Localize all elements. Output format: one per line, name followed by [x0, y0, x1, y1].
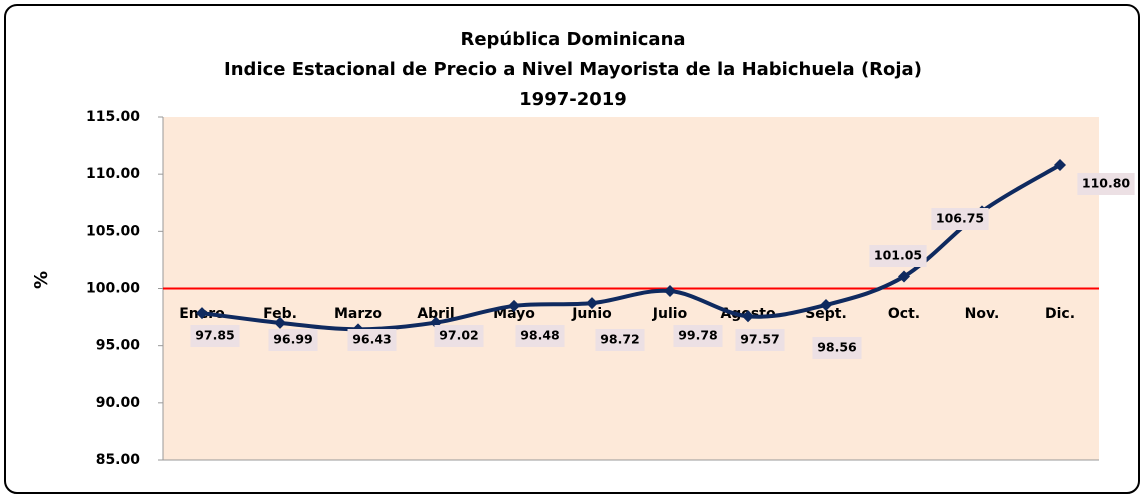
- data-label-box: [673, 325, 723, 347]
- data-label-box: [347, 329, 397, 351]
- data-label: 99.78: [678, 328, 718, 343]
- x-tick-label: Julio: [652, 306, 688, 322]
- data-label-box: [812, 337, 862, 359]
- data-label: 98.72: [600, 332, 640, 347]
- data-label-box: [190, 325, 240, 347]
- data-label-box: [869, 245, 927, 267]
- y-tick-label: 110.00: [86, 166, 140, 182]
- data-label-box: [595, 329, 645, 351]
- data-label: 97.85: [195, 328, 235, 343]
- y-tick-label: 100.00: [86, 281, 140, 297]
- data-label-box: [1077, 173, 1135, 195]
- point-marker: [508, 299, 520, 312]
- x-tick-label: Mayo: [493, 306, 535, 322]
- data-label-box: [735, 329, 785, 351]
- x-tick-label: Marzo: [334, 306, 382, 322]
- x-tick-label: Junio: [571, 306, 612, 322]
- data-label-box: [268, 329, 318, 351]
- point-marker: [742, 310, 754, 323]
- x-tick-label: Dic.: [1045, 306, 1075, 322]
- y-axis-label: %: [31, 271, 52, 289]
- data-label: 98.56: [817, 340, 857, 355]
- point-marker: [1054, 159, 1066, 172]
- data-label: 96.99: [273, 332, 313, 347]
- x-tick-label: Feb.: [263, 306, 297, 322]
- data-label: 96.43: [352, 332, 392, 347]
- x-tick-label: Oct.: [888, 306, 920, 322]
- point-marker: [898, 270, 910, 283]
- point-marker: [820, 298, 832, 311]
- point-marker: [664, 285, 676, 298]
- data-label-box: [434, 325, 484, 347]
- point-marker: [196, 307, 208, 320]
- data-label: 101.05: [874, 248, 922, 263]
- x-tick-label: Abril: [417, 306, 454, 322]
- y-tick-label: 115.00: [86, 109, 140, 125]
- point-marker: [586, 297, 598, 310]
- y-tick-label: 95.00: [96, 338, 141, 354]
- y-tick-label: 85.00: [96, 452, 141, 468]
- y-tick-label: 90.00: [96, 395, 141, 411]
- data-label: 110.80: [1082, 176, 1131, 191]
- data-label: 98.48: [520, 328, 560, 343]
- data-label-box: [515, 325, 565, 347]
- chart-period: 1997-2019: [519, 89, 627, 110]
- x-tick-label: Sept.: [805, 306, 847, 322]
- data-label-box: [931, 208, 989, 230]
- chart-title: República Dominicana: [460, 29, 685, 50]
- data-label: 97.57: [740, 332, 780, 347]
- data-label: 97.02: [439, 328, 479, 343]
- x-tick-label: Nov.: [965, 306, 1000, 322]
- point-marker: [274, 316, 286, 329]
- data-label: 106.75: [936, 211, 984, 226]
- y-tick-label: 105.00: [86, 223, 140, 239]
- chart-subtitle: Indice Estacional de Precio a Nivel Mayo…: [224, 59, 922, 80]
